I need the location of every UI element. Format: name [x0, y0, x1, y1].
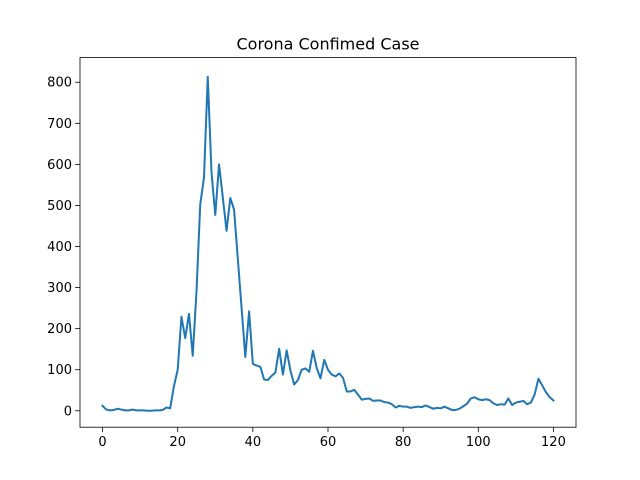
x-tick-label: 80 — [395, 435, 412, 450]
x-tick-label: 120 — [541, 435, 566, 450]
y-tick-label: 600 — [47, 158, 72, 173]
x-tick-label: 100 — [466, 435, 491, 450]
chart-title: Corona Confimed Case — [236, 35, 419, 54]
plot-area — [79, 57, 577, 428]
x-tick-label: 60 — [320, 435, 337, 450]
plot-background — [80, 57, 576, 428]
x-tick-label: 0 — [98, 435, 106, 450]
y-tick-label: 200 — [47, 322, 72, 337]
y-tick-label: 100 — [47, 363, 72, 378]
x-tick-label: 20 — [169, 435, 186, 450]
y-tick-label: 0 — [64, 404, 72, 419]
y-tick-label: 300 — [47, 281, 72, 296]
x-tick-label: 40 — [245, 435, 262, 450]
y-tick-label: 400 — [47, 240, 72, 255]
y-tick-label: 800 — [47, 76, 72, 91]
x-axis: 0 20 40 60 80 100 120 — [98, 427, 566, 450]
y-tick-label: 500 — [47, 199, 72, 214]
y-tick-label: 700 — [47, 117, 72, 132]
y-axis: 0 100 200 300 400 500 600 700 800 — [47, 76, 80, 419]
series-layer — [101, 75, 555, 412]
series-line-0 — [101, 75, 555, 412]
